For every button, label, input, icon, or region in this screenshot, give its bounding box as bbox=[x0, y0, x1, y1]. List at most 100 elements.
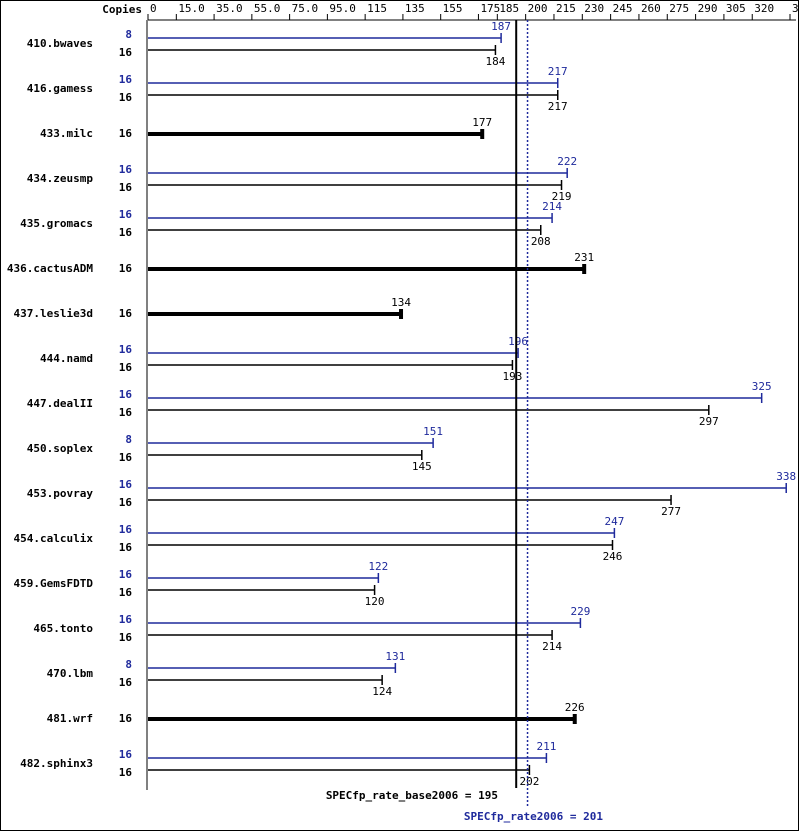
category-label: 434.zeusmp bbox=[27, 172, 94, 185]
bar bbox=[148, 309, 404, 319]
value-label: 134 bbox=[391, 296, 411, 309]
value-label: 217 bbox=[548, 100, 568, 113]
value-label: 131 bbox=[385, 650, 405, 663]
copies-label: 16 bbox=[119, 541, 133, 554]
value-label: 196 bbox=[508, 335, 528, 348]
copies-label: 16 bbox=[119, 586, 133, 599]
value-label: 222 bbox=[557, 155, 577, 168]
x-tick-label: 245 bbox=[613, 2, 633, 15]
copies-label: 16 bbox=[119, 406, 133, 419]
x-tick-label: 230 bbox=[584, 2, 604, 15]
bar bbox=[148, 630, 553, 640]
bar bbox=[148, 573, 380, 583]
category-label: 470.lbm bbox=[47, 667, 94, 680]
bar bbox=[148, 393, 763, 403]
x-tick-label: 75.0 bbox=[292, 2, 319, 15]
bar bbox=[148, 675, 383, 685]
value-label: 184 bbox=[485, 55, 505, 68]
copies-label: 16 bbox=[119, 712, 133, 725]
x-tick-label: 320 bbox=[754, 2, 774, 15]
x-tick-label: 260 bbox=[641, 2, 661, 15]
category-label: 465.tonto bbox=[33, 622, 93, 635]
copies-label: 16 bbox=[119, 676, 133, 689]
category-label: 437.leslie3d bbox=[14, 307, 93, 320]
copies-label: 16 bbox=[119, 478, 133, 491]
copies-label: 16 bbox=[119, 127, 133, 140]
bar bbox=[148, 753, 548, 763]
copies-label: 16 bbox=[119, 73, 133, 86]
x-tick-label: 340 bbox=[792, 2, 799, 15]
value-label: 120 bbox=[365, 595, 385, 608]
x-tick-label: 95.0 bbox=[329, 2, 356, 15]
x-tick-label: 55.0 bbox=[254, 2, 281, 15]
category-label: 454.calculix bbox=[14, 532, 94, 545]
copies-label: 16 bbox=[119, 388, 133, 401]
bar bbox=[148, 714, 577, 724]
copies-label: 16 bbox=[119, 181, 133, 194]
copies-label: 16 bbox=[119, 361, 133, 374]
bar bbox=[148, 528, 616, 538]
copies-label: 8 bbox=[125, 658, 132, 671]
x-tick-label: 290 bbox=[698, 2, 718, 15]
bar bbox=[148, 225, 542, 235]
bar bbox=[148, 168, 568, 178]
copies-label: 16 bbox=[119, 631, 133, 644]
bar bbox=[148, 45, 497, 55]
value-label: 338 bbox=[776, 470, 796, 483]
category-label: 435.gromacs bbox=[20, 217, 93, 230]
copies-label: 8 bbox=[125, 28, 132, 41]
bar bbox=[148, 450, 423, 460]
category-label: 444.namd bbox=[40, 352, 93, 365]
value-label: 231 bbox=[574, 251, 594, 264]
bar bbox=[148, 90, 559, 100]
value-label: 151 bbox=[423, 425, 443, 438]
copies-label: 16 bbox=[119, 307, 133, 320]
copies-label: 16 bbox=[119, 613, 133, 626]
summary-label: SPECfp_rate_base2006 = 195 bbox=[326, 789, 498, 802]
x-tick-label: 35.0 bbox=[216, 2, 243, 15]
copies-label: 16 bbox=[119, 496, 133, 509]
copies-label: 16 bbox=[119, 91, 133, 104]
category-label: 410.bwaves bbox=[27, 37, 93, 50]
copies-header: Copies bbox=[102, 3, 142, 16]
bar bbox=[148, 663, 397, 673]
bar bbox=[148, 360, 514, 370]
bar bbox=[148, 213, 553, 223]
category-label: 459.GemsFDTD bbox=[14, 577, 94, 590]
value-label: 229 bbox=[570, 605, 590, 618]
copies-label: 8 bbox=[125, 433, 132, 446]
x-tick-label: 115 bbox=[367, 2, 387, 15]
category-label: 482.sphinx3 bbox=[20, 757, 93, 770]
bar bbox=[148, 483, 787, 493]
value-label: 277 bbox=[661, 505, 681, 518]
bar bbox=[148, 33, 502, 43]
copies-label: 16 bbox=[119, 523, 133, 536]
value-label: 219 bbox=[552, 190, 572, 203]
value-label: 325 bbox=[752, 380, 772, 393]
value-label: 297 bbox=[699, 415, 719, 428]
x-tick-label: 155 bbox=[443, 2, 463, 15]
bar bbox=[148, 129, 485, 139]
category-label: 436.cactusADM bbox=[7, 262, 93, 275]
bar bbox=[148, 585, 376, 595]
value-label: 211 bbox=[536, 740, 556, 753]
copies-label: 16 bbox=[119, 208, 133, 221]
bar bbox=[148, 264, 587, 274]
value-label: 214 bbox=[542, 640, 562, 653]
value-label: 208 bbox=[531, 235, 551, 248]
bar bbox=[148, 540, 614, 550]
copies-label: 16 bbox=[119, 451, 133, 464]
value-label: 193 bbox=[502, 370, 522, 383]
value-label: 187 bbox=[491, 20, 511, 33]
x-tick-label: 0 bbox=[150, 2, 157, 15]
copies-label: 16 bbox=[119, 46, 133, 59]
bar bbox=[148, 765, 531, 775]
category-label: 481.wrf bbox=[47, 712, 93, 725]
value-label: 145 bbox=[412, 460, 432, 473]
value-label: 124 bbox=[372, 685, 392, 698]
copies-label: 16 bbox=[119, 262, 133, 275]
category-label: 416.gamess bbox=[27, 82, 93, 95]
copies-label: 16 bbox=[119, 568, 133, 581]
value-label: 202 bbox=[519, 775, 539, 788]
